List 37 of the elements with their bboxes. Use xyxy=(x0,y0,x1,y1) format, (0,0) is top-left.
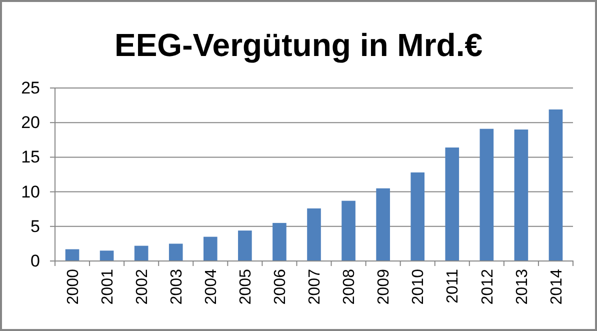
bar xyxy=(100,250,114,261)
bar xyxy=(65,249,80,261)
bar xyxy=(307,208,321,261)
y-tick-label: 5 xyxy=(30,216,40,236)
y-tick-label: 15 xyxy=(21,148,40,167)
x-tick-label: 2013 xyxy=(514,268,531,305)
y-tick-label: 20 xyxy=(21,113,40,132)
bar xyxy=(376,188,390,261)
y-tick-label: 25 xyxy=(21,78,40,98)
y-tick-label: 10 xyxy=(21,182,40,202)
bar xyxy=(203,236,218,261)
x-tick-label: 2014 xyxy=(548,268,566,305)
x-tick-label: 2012 xyxy=(479,268,496,305)
x-tick-label: 2011 xyxy=(444,268,462,304)
y-tick-label: 0 xyxy=(30,251,40,270)
bar xyxy=(168,244,183,261)
bar xyxy=(272,222,286,261)
x-tick-label: 2006 xyxy=(272,268,290,305)
bar xyxy=(514,130,528,261)
bar xyxy=(134,246,148,261)
x-tick-label: 2005 xyxy=(238,268,255,305)
x-tick-label: 2000 xyxy=(64,268,82,305)
bar xyxy=(480,128,494,261)
x-tick-label: 2009 xyxy=(376,268,393,305)
x-tick-label: 2003 xyxy=(168,268,186,305)
bar xyxy=(445,148,460,261)
chart-title: EEG-Vergütung in Mrd.€ xyxy=(114,27,483,63)
bar xyxy=(342,200,356,261)
bar xyxy=(548,109,563,261)
x-tick-label: 2007 xyxy=(306,268,324,305)
bar xyxy=(238,230,252,261)
x-tick-label: 2008 xyxy=(341,268,358,305)
x-tick-label: 2001 xyxy=(99,268,116,305)
x-tick-label: 2002 xyxy=(134,268,151,305)
x-tick-label: 2010 xyxy=(410,268,428,305)
bar xyxy=(410,172,425,261)
x-tick-label: 2004 xyxy=(203,268,220,305)
